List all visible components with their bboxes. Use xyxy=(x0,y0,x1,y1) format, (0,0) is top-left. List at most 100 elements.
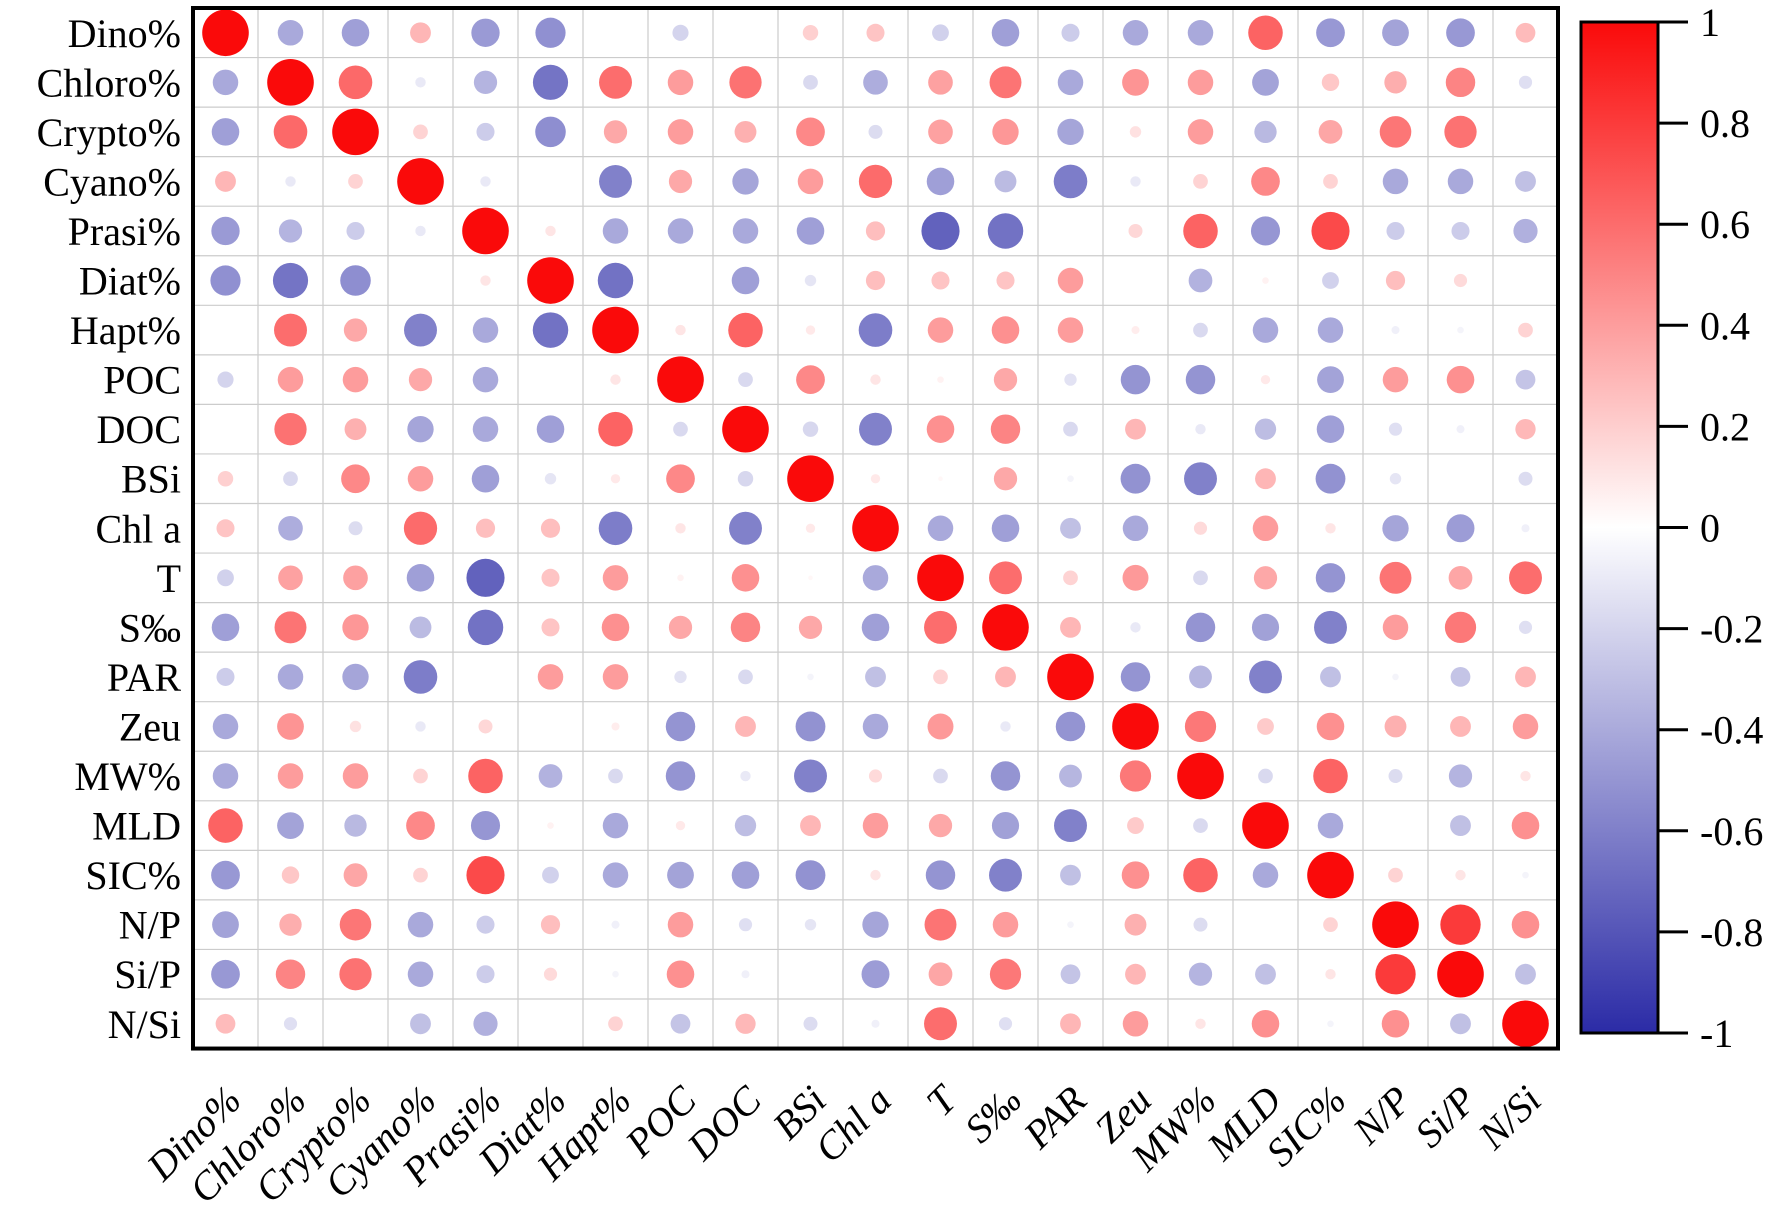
correlation-cell-circle xyxy=(1515,171,1536,192)
correlation-cell-circle xyxy=(1060,864,1081,886)
correlation-cell-circle xyxy=(667,69,694,96)
correlation-cell-circle xyxy=(1392,673,1399,681)
correlation-cell-circle xyxy=(211,216,240,246)
correlation-cell-circle xyxy=(1059,764,1082,788)
correlation-cell-circle xyxy=(332,108,379,156)
correlation-cell-circle xyxy=(277,366,304,393)
correlation-cell-circle xyxy=(1384,71,1407,94)
correlation-cell-circle xyxy=(1372,901,1419,948)
correlation-cell-circle xyxy=(216,519,235,538)
correlation-cell-circle xyxy=(1515,419,1536,440)
correlation-cell-circle xyxy=(410,22,431,44)
correlation-cell-circle xyxy=(610,474,621,484)
correlation-cell-circle xyxy=(466,856,505,895)
correlation-cell-circle xyxy=(797,168,824,195)
row-label: S‰ xyxy=(119,605,181,650)
correlation-cell-circle xyxy=(1187,20,1214,46)
correlation-cell-circle xyxy=(1450,815,1471,836)
correlation-cell-circle xyxy=(1316,18,1345,48)
correlation-cell-circle xyxy=(342,763,369,789)
correlation-cell-circle xyxy=(272,262,309,299)
correlation-cell-circle xyxy=(1325,969,1336,980)
correlation-cell-circle xyxy=(1195,1018,1206,1029)
correlation-cell-circle xyxy=(274,313,307,347)
correlation-cell-circle xyxy=(1131,326,1140,335)
correlation-cell-circle xyxy=(413,124,428,140)
correlation-cell-circle xyxy=(543,967,558,981)
correlation-cell-circle xyxy=(535,116,566,148)
correlation-cell-circle xyxy=(1444,611,1477,644)
correlation-cell-circle xyxy=(611,920,620,929)
correlation-cell-circle xyxy=(415,721,426,732)
colorbar-tick-label: 0.8 xyxy=(1700,101,1750,146)
correlation-cell-circle xyxy=(1063,421,1078,437)
row-label: Hapt% xyxy=(70,308,181,353)
correlation-cell-circle xyxy=(730,612,761,643)
correlation-cell-circle xyxy=(657,356,704,403)
correlation-cell-circle xyxy=(731,266,760,295)
correlation-cell-circle xyxy=(668,169,693,194)
correlation-cell-circle xyxy=(602,565,629,591)
correlation-cell-circle xyxy=(1255,468,1276,490)
correlation-cell-circle xyxy=(540,518,561,538)
correlation-cell-circle xyxy=(924,908,957,941)
correlation-cell-circle xyxy=(1327,1020,1334,1028)
correlation-cell-circle xyxy=(665,761,696,791)
colorbar-tick-label: 0 xyxy=(1700,506,1720,551)
correlation-cell-circle xyxy=(1323,174,1338,189)
correlation-cell-circle xyxy=(989,561,1022,595)
row-label: DOC xyxy=(97,407,181,452)
correlation-cell-circle xyxy=(612,970,619,978)
correlation-cell-circle xyxy=(1193,570,1208,586)
correlation-cell-circle xyxy=(1315,563,1346,593)
row-label: Cyano% xyxy=(43,159,181,204)
correlation-cell-circle xyxy=(277,664,304,690)
correlation-cell-circle xyxy=(1053,164,1088,199)
colorbar-ticks: 1 0.8 0.6 0.4 0.2 0 -0.2 -0.4 -0.6 -0.8 -1 xyxy=(1658,0,1763,1056)
correlation-cell-circle xyxy=(932,24,949,42)
row-label: N/Si xyxy=(108,1002,181,1047)
column-label: S‰ xyxy=(956,1077,1030,1151)
correlation-cell-circle xyxy=(1193,174,1208,189)
correlation-cell-circle xyxy=(403,660,438,694)
correlation-cell-circle xyxy=(285,176,296,187)
correlation-cell-circle xyxy=(1187,69,1214,96)
row-label: Chl a xyxy=(95,506,181,551)
correlation-cell-circle xyxy=(921,211,960,251)
correlation-cell-circle xyxy=(1120,463,1151,494)
correlation-cell-circle xyxy=(1251,167,1280,196)
correlation-cell-circle xyxy=(865,221,886,241)
correlation-cell-circle xyxy=(545,225,556,237)
correlation-cell-circle xyxy=(339,958,372,991)
correlation-cell-circle xyxy=(1447,168,1474,195)
correlation-cell-circle xyxy=(1502,1000,1549,1048)
correlation-cell-circle xyxy=(672,24,689,41)
correlation-cell-circle xyxy=(415,225,426,237)
correlation-cell-circle xyxy=(1311,211,1350,251)
correlation-cell-circle xyxy=(538,764,563,788)
correlation-cell-circle xyxy=(871,1019,880,1028)
correlation-cell-circle xyxy=(1193,818,1208,833)
correlation-cell-circle xyxy=(722,405,769,453)
correlation-cell-circle xyxy=(928,962,953,987)
correlation-cell-circle xyxy=(1450,667,1471,687)
correlation-cell-circle xyxy=(1262,277,1269,284)
correlation-cell-circle xyxy=(991,811,1020,840)
correlation-cell-circle xyxy=(673,421,688,437)
correlation-cell-circle xyxy=(927,515,954,542)
correlation-cell-circle xyxy=(737,470,754,487)
correlation-cell-circle xyxy=(1518,471,1533,486)
correlation-cell-circle xyxy=(267,59,314,106)
correlation-cell-circle xyxy=(795,711,826,742)
correlation-cell-circle xyxy=(1317,366,1344,394)
correlation-cell-circle xyxy=(1060,964,1081,985)
correlation-cell-circle xyxy=(473,70,498,94)
correlation-cell-circle xyxy=(804,274,817,287)
correlation-cell-circle xyxy=(1446,365,1475,394)
row-label: BSi xyxy=(121,457,181,502)
correlation-cell-circle xyxy=(1188,962,1213,986)
correlation-cell-circle xyxy=(796,117,825,147)
correlation-cell-circle xyxy=(544,473,557,485)
correlation-cell-circle xyxy=(602,218,629,244)
correlation-cell-circle xyxy=(527,257,574,304)
